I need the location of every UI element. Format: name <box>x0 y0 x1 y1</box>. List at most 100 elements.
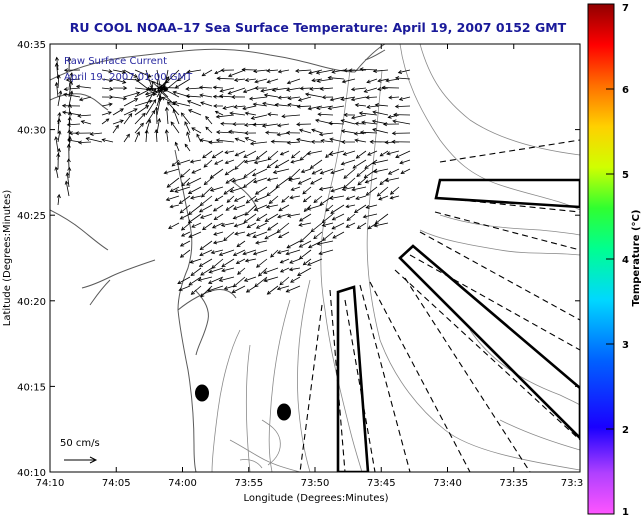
current-vector <box>286 78 301 85</box>
current-vector <box>255 222 268 229</box>
x-tick-label: 73:50 <box>301 478 330 489</box>
current-vector <box>233 195 246 202</box>
current-vector <box>265 130 279 135</box>
current-vector <box>179 204 191 214</box>
current-vector <box>378 195 389 201</box>
current-vector <box>342 150 356 156</box>
current-vector <box>134 99 153 107</box>
current-vector <box>174 141 180 152</box>
current-vector <box>66 158 71 170</box>
current-vector <box>277 95 290 100</box>
current-vector <box>169 204 180 209</box>
current-vector <box>317 112 334 117</box>
current-vector <box>75 84 92 89</box>
y-tick-label: 40:20 <box>17 297 46 308</box>
current-vector <box>253 159 268 165</box>
current-vector <box>187 213 202 224</box>
current-vector <box>331 69 345 74</box>
current-vector <box>286 140 301 145</box>
current-vector <box>264 231 279 240</box>
legend-line-2: April 19, 2007 01:00 GMT <box>64 72 193 83</box>
current-vector <box>207 285 224 293</box>
current-vector <box>279 267 290 273</box>
x-axis-label: Longitude (Degrees:Minutes) <box>243 493 388 504</box>
y-tick-label: 40:15 <box>17 382 46 393</box>
current-vector <box>214 195 224 202</box>
current-vector <box>245 285 257 293</box>
current-vector <box>393 112 411 117</box>
current-vector <box>112 96 128 101</box>
current-vector <box>229 186 246 193</box>
current-vector <box>290 276 301 283</box>
current-vector <box>180 222 191 231</box>
current-vector <box>156 117 162 134</box>
current-vector <box>285 285 301 293</box>
current-vector <box>279 258 290 264</box>
current-vector <box>290 159 301 164</box>
x-tick-label: 74:10 <box>36 478 65 489</box>
current-vector <box>290 186 301 191</box>
current-vector <box>394 76 411 81</box>
current-vector <box>246 231 257 237</box>
current-vector <box>274 159 290 169</box>
current-vector <box>267 112 279 117</box>
current-vector <box>205 115 213 125</box>
current-vector <box>54 81 59 98</box>
current-vector <box>221 258 235 268</box>
current-vector <box>327 75 345 80</box>
current-vector <box>123 133 130 143</box>
current-vector <box>216 76 235 81</box>
current-vector <box>372 110 389 116</box>
current-vector <box>202 222 213 231</box>
current-vector <box>123 98 139 107</box>
current-vector <box>172 108 180 125</box>
current-vector <box>267 150 279 161</box>
current-vector <box>185 86 202 91</box>
current-vector <box>315 69 334 75</box>
current-vector <box>310 222 323 233</box>
current-vector <box>225 177 235 184</box>
current-vector <box>255 240 268 245</box>
current-vector <box>298 240 312 248</box>
current-vector <box>304 92 323 98</box>
current-vector <box>112 86 128 91</box>
current-vector <box>371 159 389 165</box>
dashed-transect-lines <box>299 139 580 472</box>
current-vector <box>285 249 301 256</box>
current-vector <box>174 186 191 193</box>
current-vector <box>274 102 290 107</box>
current-vector <box>234 137 246 143</box>
current-vector <box>74 131 92 136</box>
current-vector <box>224 168 235 176</box>
current-vector <box>359 130 378 135</box>
current-vector <box>189 258 202 264</box>
x-tick-label: 73:3 <box>561 478 583 489</box>
current-vector <box>123 69 138 78</box>
current-vector <box>171 159 180 167</box>
current-vector <box>330 204 345 214</box>
current-vector <box>65 172 70 188</box>
current-vector <box>164 129 169 143</box>
current-vector <box>244 131 257 136</box>
current-vector <box>170 121 180 134</box>
current-vector <box>223 285 235 291</box>
current-vector <box>350 96 367 102</box>
current-vector <box>367 150 378 156</box>
current-vector <box>145 99 157 116</box>
current-vector <box>218 249 235 257</box>
current-vector <box>196 133 202 143</box>
current-vector <box>395 150 411 159</box>
current-vector <box>214 110 224 116</box>
current-vector <box>220 68 235 73</box>
current-vector <box>198 258 213 267</box>
current-vector <box>277 213 290 219</box>
current-vector <box>288 177 301 182</box>
current-vector <box>266 177 279 182</box>
current-vector <box>231 177 246 183</box>
current-vector <box>325 204 334 212</box>
current-vector <box>363 87 378 93</box>
current-vector <box>254 186 268 195</box>
current-vector <box>331 213 345 221</box>
current-vector <box>244 111 257 116</box>
current-vector <box>331 222 345 230</box>
